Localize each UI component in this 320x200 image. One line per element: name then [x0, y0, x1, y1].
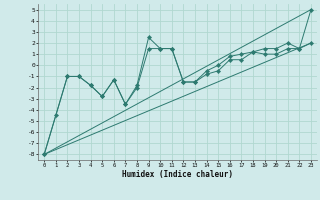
X-axis label: Humidex (Indice chaleur): Humidex (Indice chaleur)	[122, 170, 233, 179]
